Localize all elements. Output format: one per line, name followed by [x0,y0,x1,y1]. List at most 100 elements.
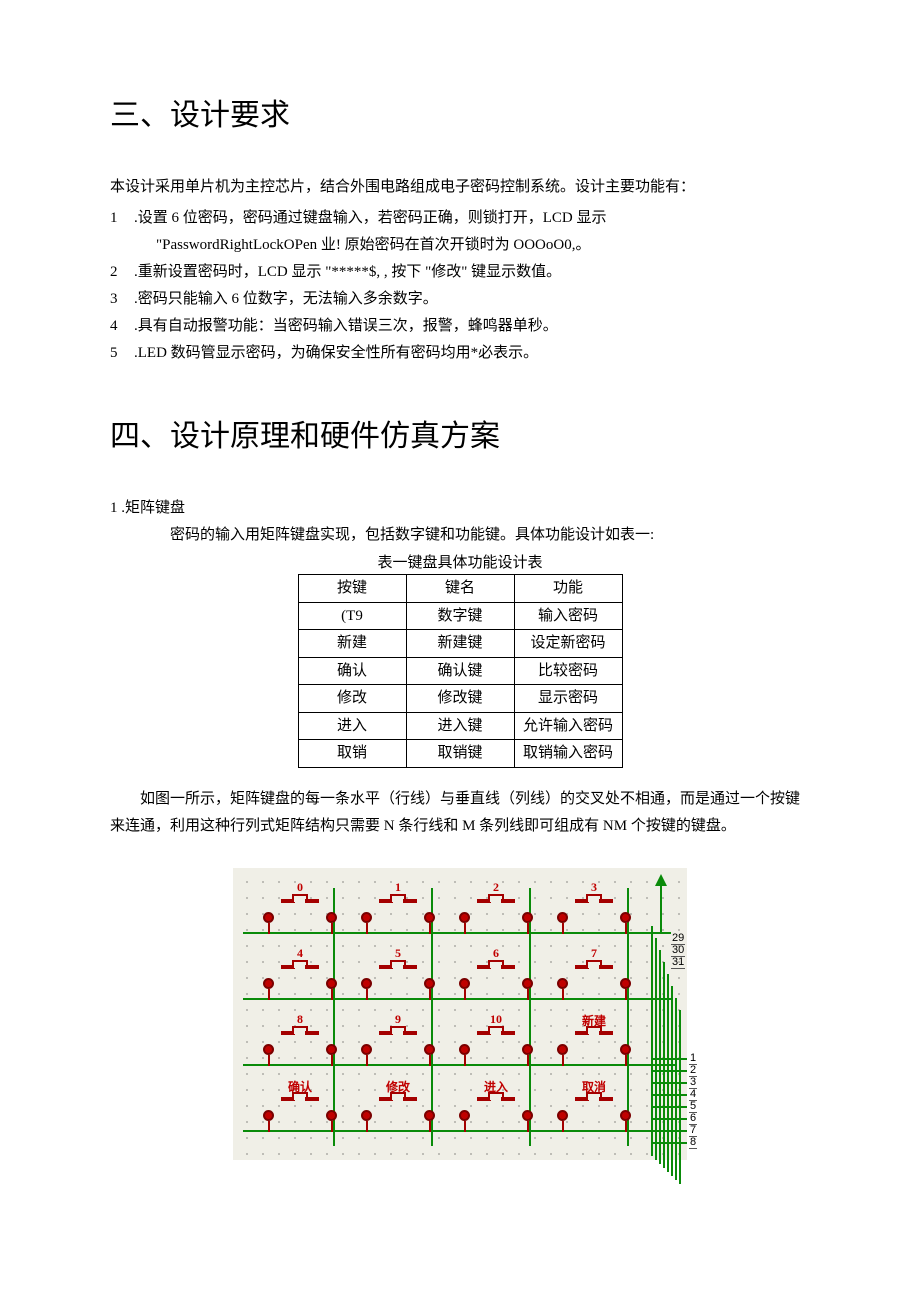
list-item: 1.设置 6 位密码，密码通过键盘输入，若密码正确，则锁打开，LCD 显示 [110,205,810,232]
pin-icon [557,912,568,923]
pin-icon [361,912,372,923]
list-item: 4.具有自动报警功能：当密码输入错误三次，报警，蜂鸣器单秒。 [110,313,810,340]
switch-icon [477,962,515,972]
pin-icon [263,978,274,989]
section4-para: 如图一所示，矩阵键盘的每一条水平（行线）与垂直线（列线）的交叉处不相通，而是通过… [110,786,810,840]
switch-icon [575,962,613,972]
wire [655,938,657,1160]
bus-label-top: 31 [671,956,685,969]
wire [268,989,270,1000]
wire [268,1055,270,1066]
matrix-key: 取消 [549,1080,639,1132]
matrix-key: 进入 [451,1080,541,1132]
wire [651,1094,687,1096]
matrix-key: 0 [255,882,345,934]
pin-icon [326,978,337,989]
matrix-key: 10 [451,1014,541,1066]
matrix-key: 2 [451,882,541,934]
key-label: 4 [255,946,345,961]
switch-icon [379,1094,417,1104]
table-header: 键名 [406,575,514,603]
table-cell: (T9 [298,602,406,630]
switch-icon [575,1028,613,1038]
section3-intro: 本设计采用单片机为主控芯片，结合外围电路组成电子密码控制系统。设计主要功能有： [110,174,810,201]
pin-icon [424,912,435,923]
wire [625,923,627,934]
list-num: 5 [110,340,134,367]
table-cell: 输入密码 [514,602,622,630]
pin-icon [522,1044,533,1055]
pin-icon [361,978,372,989]
wire [331,1055,333,1066]
pin-icon [326,1110,337,1121]
wire [651,1106,687,1108]
pin-icon [620,978,631,989]
switch-icon [477,1028,515,1038]
list-text: .重新设置密码时，LCD 显示 "*****$, , 按下 "修改" 键显示数值… [134,259,810,286]
wire [429,1121,431,1132]
key-label: 6 [451,946,541,961]
list-text: .设置 6 位密码，密码通过键盘输入，若密码正确，则锁打开，LCD 显示 [134,205,810,232]
wire [660,884,662,934]
matrix-key: 6 [451,948,541,1000]
circuit-diagram: 12345678293031012345678910新建确认修改进入取消 [233,868,687,1160]
table-row: 取销取销键取销输入密码 [298,740,622,768]
wire [268,923,270,934]
table-cell: 修改键 [406,685,514,713]
wire [562,1121,564,1132]
keyboard-table: 按键键名功能(T9数字键输入密码新建新建键设定新密码确认确认键比较密码修改修改键… [298,574,623,768]
wire [429,989,431,1000]
key-label: 7 [549,946,639,961]
wire [679,1010,681,1184]
switch-icon [281,962,319,972]
pin-icon [620,912,631,923]
table-cell: 取销输入密码 [514,740,622,768]
wire [429,923,431,934]
pin-icon [424,1044,435,1055]
list-num: 1 [110,205,134,232]
switch-icon [575,896,613,906]
pin-icon [361,1110,372,1121]
switch-icon [575,1094,613,1104]
wire [366,923,368,934]
key-label: 0 [255,880,345,895]
matrix-key: 9 [353,1014,443,1066]
wire [331,1121,333,1132]
wire [625,1055,627,1066]
list-item: 2.重新设置密码时，LCD 显示 "*****$, , 按下 "修改" 键显示数… [110,259,810,286]
wire [366,1121,368,1132]
sub1-num: 1 [110,500,118,516]
switch-icon [281,1094,319,1104]
matrix-key: 修改 [353,1080,443,1132]
section3-list: 1.设置 6 位密码，密码通过键盘输入，若密码正确，则锁打开，LCD 显示"Pa… [110,205,810,367]
table-cell: 取销键 [406,740,514,768]
pin-icon [522,978,533,989]
matrix-key: 4 [255,948,345,1000]
wire [464,989,466,1000]
wire [651,1130,687,1132]
list-item: 3.密码只能输入 6 位数字，无法输入多余数字。 [110,286,810,313]
key-label: 9 [353,1012,443,1027]
table-row: 新建新建键设定新密码 [298,630,622,658]
table-cell: 比较密码 [514,657,622,685]
wire [651,1118,687,1120]
key-label: 5 [353,946,443,961]
wire [527,1121,529,1132]
list-num: 2 [110,259,134,286]
list-text: .具有自动报警功能：当密码输入错误三次，报警，蜂鸣器单秒。 [134,313,810,340]
pin-icon [424,978,435,989]
pin-icon [620,1110,631,1121]
table-cell: 数字键 [406,602,514,630]
section3-title: 三、设计要求 [110,90,810,134]
pin-icon [424,1110,435,1121]
list-num: 4 [110,313,134,340]
pin-icon [263,912,274,923]
wire [625,1121,627,1132]
wire [562,989,564,1000]
section4-title: 四、设计原理和硬件仿真方案 [110,411,810,455]
table-cell: 确认键 [406,657,514,685]
wire [625,989,627,1000]
pin-icon [557,1044,568,1055]
table-row: 确认确认键比较密码 [298,657,622,685]
pin-icon [557,978,568,989]
